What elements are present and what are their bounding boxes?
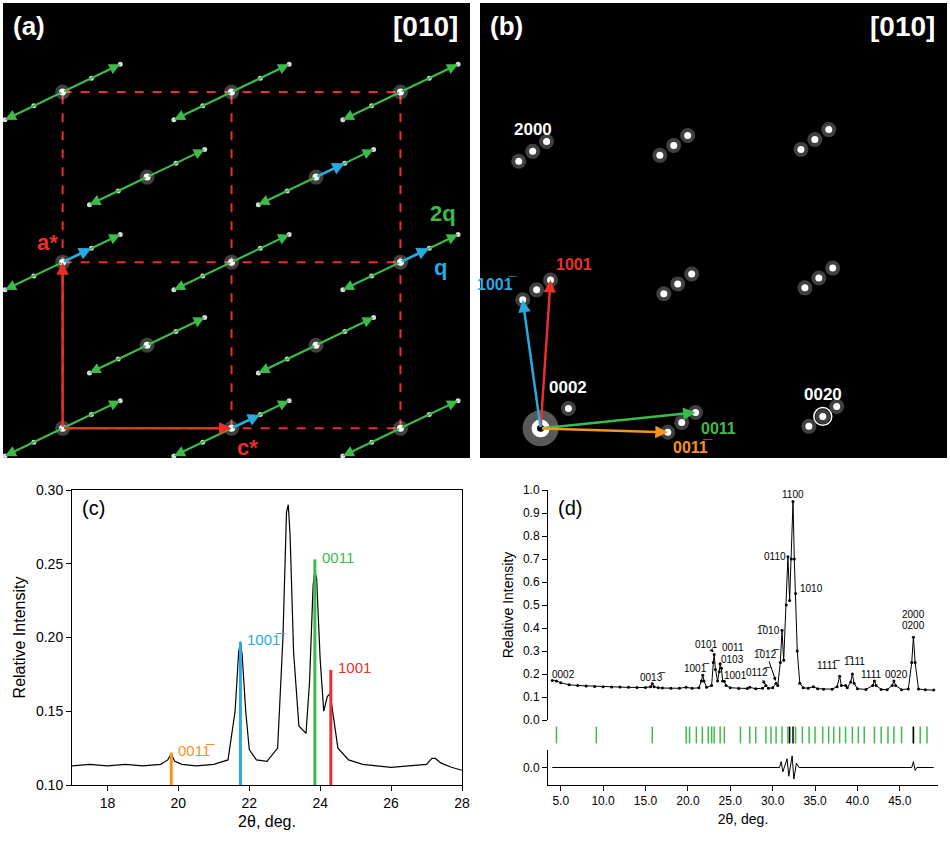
svg-text:0.2: 0.2 (523, 667, 540, 681)
svg-text:0.7: 0.7 (523, 552, 540, 566)
svg-text:0011̅: 0011̅ (178, 742, 215, 759)
svg-text:2000: 2000 (514, 120, 552, 139)
svg-text:(a): (a) (13, 11, 45, 41)
svg-text:0.10: 0.10 (36, 777, 63, 793)
svg-text:0011̅: 0011̅ (673, 439, 713, 456)
svg-text:0013̅: 0013̅ (640, 672, 665, 683)
svg-text:35.0: 35.0 (803, 794, 827, 808)
svg-text:1001: 1001 (724, 670, 747, 681)
svg-text:0200: 0200 (902, 620, 925, 631)
svg-text:10.0: 10.0 (591, 794, 615, 808)
svg-text:0101: 0101 (695, 639, 718, 650)
svg-text:0.25: 0.25 (36, 556, 63, 572)
svg-text:20: 20 (171, 795, 187, 811)
svg-text:25.0: 25.0 (719, 794, 743, 808)
svg-text:a*: a* (37, 230, 58, 255)
svg-text:0112̅: 0112̅ (746, 667, 771, 678)
svg-text:0.5: 0.5 (523, 598, 540, 612)
svg-text:28: 28 (454, 795, 470, 811)
svg-text:c*: c* (237, 435, 258, 460)
svg-text:(d): (d) (558, 497, 582, 519)
svg-text:1111: 1111 (861, 669, 881, 680)
svg-text:1̅010: 1̅010 (757, 625, 780, 636)
svg-text:2θ, deg.: 2θ, deg. (718, 811, 769, 827)
svg-text:0011: 0011 (322, 549, 354, 566)
svg-text:0.15: 0.15 (36, 703, 63, 719)
svg-text:22: 22 (241, 795, 257, 811)
svg-text:0.6: 0.6 (523, 575, 540, 589)
svg-text:1001: 1001 (556, 256, 592, 273)
svg-text:(b): (b) (490, 11, 523, 41)
svg-text:0110: 0110 (764, 551, 786, 562)
svg-text:1̅111: 1̅111 (844, 656, 865, 667)
svg-text:0002: 0002 (552, 669, 575, 680)
svg-text:Relative Intensity: Relative Intensity (500, 552, 516, 659)
svg-text:0020: 0020 (804, 385, 842, 404)
svg-text:0.30: 0.30 (36, 482, 63, 498)
svg-text:1001: 1001 (338, 659, 371, 676)
svg-text:18: 18 (100, 795, 116, 811)
svg-text:24: 24 (312, 795, 328, 811)
svg-text:0.4: 0.4 (523, 621, 540, 635)
svg-text:26: 26 (383, 795, 399, 811)
svg-text:45.0: 45.0 (888, 794, 912, 808)
svg-text:[010]: [010] (393, 11, 458, 42)
svg-text:0.0: 0.0 (523, 761, 540, 775)
svg-text:0011: 0011 (722, 642, 744, 653)
svg-text:0002: 0002 (549, 378, 587, 397)
svg-text:40.0: 40.0 (846, 794, 870, 808)
svg-text:1100: 1100 (782, 489, 804, 500)
svg-text:0103: 0103 (721, 654, 744, 665)
svg-text:30.0: 30.0 (761, 794, 785, 808)
svg-text:Relative Intensity: Relative Intensity (11, 577, 28, 699)
svg-text:0.9: 0.9 (523, 506, 540, 520)
svg-text:0.3: 0.3 (523, 644, 540, 658)
svg-text:5.0: 5.0 (552, 794, 569, 808)
svg-text:q: q (434, 255, 447, 280)
svg-text:1001̅: 1001̅ (684, 663, 709, 674)
svg-text:1010: 1010 (800, 583, 823, 594)
svg-text:1001̅: 1001̅ (477, 276, 518, 293)
svg-text:15.0: 15.0 (634, 794, 658, 808)
svg-text:1.0: 1.0 (523, 483, 540, 497)
svg-text:[010]: [010] (870, 11, 935, 42)
svg-text:0.0: 0.0 (523, 713, 540, 727)
svg-text:0.20: 0.20 (36, 629, 63, 645)
svg-text:(c): (c) (82, 497, 105, 519)
svg-text:2θ, deg.: 2θ, deg. (238, 813, 296, 830)
svg-text:1111̅: 1111̅ (817, 660, 840, 671)
svg-text:0.1: 0.1 (523, 690, 540, 704)
svg-text:2000: 2000 (902, 609, 925, 620)
svg-text:1̅012̅: 1̅012̅ (754, 649, 779, 660)
svg-text:0011: 0011 (701, 420, 736, 437)
svg-text:0.8: 0.8 (523, 529, 540, 543)
svg-text:2q: 2q (430, 201, 456, 226)
svg-text:20.0: 20.0 (676, 794, 700, 808)
svg-text:1001̅: 1001̅ (247, 631, 285, 648)
svg-text:0020: 0020 (885, 669, 908, 680)
